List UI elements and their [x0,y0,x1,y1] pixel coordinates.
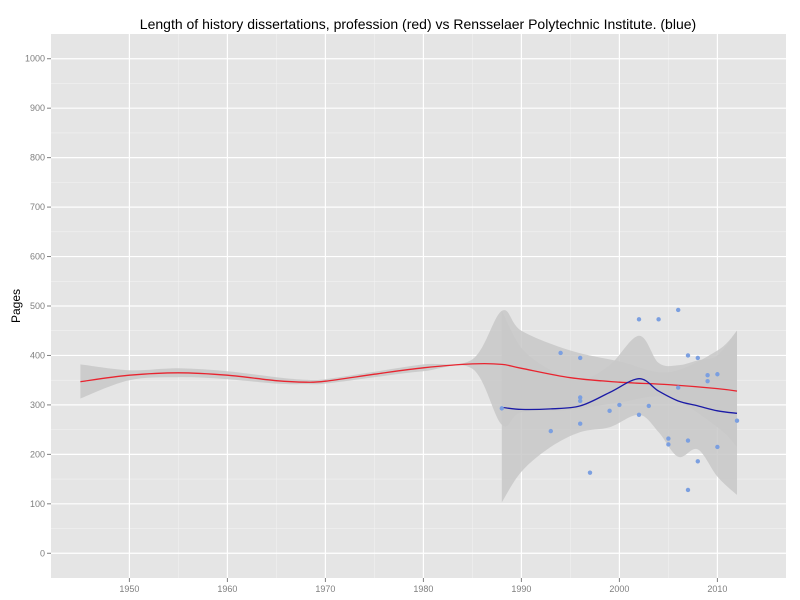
x-tick-label: 2010 [707,584,727,594]
y-tick-label: 900 [30,103,45,113]
data-point [607,408,612,414]
data-point [636,317,642,322]
x-tick-label: 1970 [315,584,335,594]
y-tick-label: 400 [30,350,45,360]
data-point [705,373,710,378]
y-tick-label: 500 [30,301,45,311]
data-point [715,372,720,377]
y-tick-label: 600 [30,252,45,262]
x-tick-label: 1980 [413,584,433,594]
y-tick-label: 300 [30,400,45,410]
y-tick-label: 800 [30,153,45,163]
data-point [685,353,691,358]
y-tick-label: 200 [30,449,45,459]
smooth-line-1 [80,362,738,392]
data-point [558,350,563,356]
plot-panel: 1950 1960 1970 1980 1990 2000 2010 0 100 200 300 40… [25,34,786,594]
smooth-line-2 [501,378,738,414]
y-tick-label: 0 [40,548,45,558]
data-point [666,442,671,447]
data-point [695,459,700,464]
data-point [646,403,651,409]
data-point [578,395,583,400]
data-point [685,487,691,493]
x-tick-label: 2000 [609,584,629,594]
data-point [499,406,504,411]
data-point [548,428,553,434]
data-point [676,307,681,313]
data-point [734,418,740,423]
y-axis-title: Pages [9,289,23,323]
y-tick-label: 1000 [25,54,45,64]
data-point [578,421,583,426]
x-tick-label: 1950 [119,584,139,594]
x-tick-label: 1960 [217,584,237,594]
data-point [685,438,691,443]
data-point [636,412,642,417]
data-point [587,470,593,475]
chart-title: Length of history dissertations, profess… [140,16,696,32]
data-point [656,317,661,322]
data-point [666,436,671,441]
data-point [695,355,700,361]
data-point [705,378,710,384]
data-point [578,355,583,361]
data-point [578,398,583,404]
data-point [617,402,622,408]
y-tick-label: 100 [30,499,45,509]
data-point [676,385,681,390]
y-tick-label: 700 [30,202,45,212]
data-point [715,444,720,450]
x-tick-label: 1990 [511,584,531,594]
